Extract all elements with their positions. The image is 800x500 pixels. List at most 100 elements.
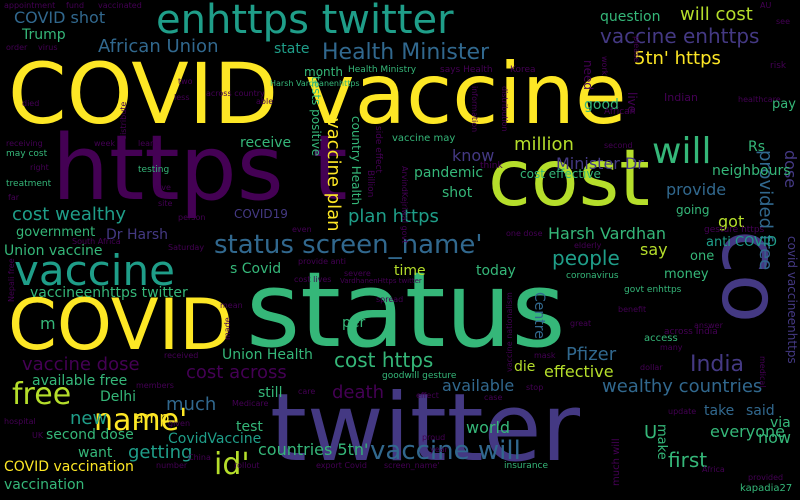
word-distribute: distribute bbox=[119, 101, 128, 140]
word-please: please bbox=[632, 36, 641, 63]
word-one: one bbox=[690, 249, 715, 264]
word-via: via bbox=[770, 415, 791, 431]
word-much-will: much will bbox=[611, 438, 622, 486]
word-first: first bbox=[668, 448, 708, 472]
word-month: month bbox=[304, 65, 343, 79]
word-pfizer: Pfizer bbox=[566, 344, 617, 365]
word-case: case bbox=[484, 393, 503, 402]
word-nepali-free: Nepali free bbox=[7, 258, 16, 302]
word-death: death bbox=[332, 382, 384, 403]
word-think: think bbox=[480, 161, 503, 171]
word-korea: Korea bbox=[510, 65, 536, 75]
word-insurance: insurance bbox=[504, 461, 549, 471]
word-mean: mean bbox=[220, 301, 243, 310]
word-cost-across: cost across bbox=[186, 362, 287, 383]
word-health-minister: Health Minister bbox=[322, 40, 490, 65]
word-status: status bbox=[246, 249, 566, 371]
word-tests-positive: tests positive bbox=[309, 76, 323, 157]
word-receive: receive bbox=[240, 135, 292, 151]
word-second-dose: second dose bbox=[46, 427, 134, 443]
word-died: died bbox=[22, 99, 40, 108]
word-less: less bbox=[174, 93, 190, 102]
word-covid-vaccination: COVID vaccination bbox=[4, 459, 134, 475]
word-export-covid: export Covid bbox=[316, 461, 367, 470]
word-access: access bbox=[644, 333, 678, 344]
word-take: take bbox=[704, 403, 735, 419]
word-medicare: Medicare bbox=[232, 399, 269, 408]
word-fund: fund bbox=[66, 1, 85, 10]
word-elderly: elderly bbox=[574, 241, 602, 250]
word-rollout: rollout bbox=[234, 461, 260, 470]
word-will-cost: will cost bbox=[680, 4, 753, 25]
word-vaccine: vaccine bbox=[14, 246, 175, 295]
word-s-covid: s Covid bbox=[230, 261, 282, 277]
word-centre: Centre bbox=[531, 292, 547, 339]
word-distribution: distribution bbox=[500, 86, 509, 132]
word-want: want bbox=[78, 445, 113, 461]
word-update: update bbox=[668, 407, 697, 416]
word-state: state bbox=[274, 41, 310, 57]
word-pandemic: pandemic bbox=[414, 165, 484, 181]
word-trump: Trump bbox=[22, 27, 66, 43]
word-au: AU bbox=[760, 1, 772, 10]
word-medical: medical bbox=[758, 356, 767, 388]
word-twitter: twitter bbox=[270, 374, 581, 483]
word-everyone: everyone bbox=[710, 422, 785, 441]
word-die: die bbox=[514, 359, 536, 375]
word-union-health: Union Health bbox=[222, 347, 313, 363]
word-id: id' bbox=[214, 447, 250, 482]
word-vaccine-nationalism: vaccine nationalism bbox=[505, 292, 514, 372]
word-test: test bbox=[236, 419, 263, 435]
word-site: site bbox=[158, 199, 173, 208]
word-going: going bbox=[676, 203, 710, 217]
word-says-health: says Health bbox=[440, 65, 493, 75]
word-million: million bbox=[514, 134, 574, 155]
word-vaccineenhttps-twitter: vaccineenhttps twitter bbox=[30, 285, 188, 301]
word-union-vaccine: Union vaccine bbox=[4, 243, 103, 259]
word-across-country: across country bbox=[206, 89, 265, 98]
word-dollar: dollar bbox=[640, 363, 663, 372]
word-know: know bbox=[452, 146, 495, 165]
word-today: today bbox=[476, 263, 516, 279]
word-per: per bbox=[342, 315, 366, 331]
word-india: India bbox=[690, 352, 744, 377]
word-arvindkejriwal-govt: ArvindKejriwal govt bbox=[400, 166, 409, 244]
word-coronavirus: coronavirus bbox=[566, 271, 619, 281]
word-indian: Indian bbox=[664, 91, 698, 104]
word-hospital: hospital bbox=[4, 417, 36, 426]
word-given: given bbox=[168, 419, 191, 428]
word-stop: stop bbox=[526, 383, 544, 392]
word-vaccinated: vaccinated bbox=[98, 1, 142, 10]
word-receiving: receiving bbox=[6, 139, 43, 148]
word-african-union: African Union bbox=[98, 36, 219, 57]
word-delhi: Delhi bbox=[100, 389, 137, 405]
word-uk: UK bbox=[32, 431, 44, 440]
word-good: good bbox=[584, 97, 619, 113]
word-made: made bbox=[223, 317, 232, 340]
word-many: many bbox=[660, 343, 683, 352]
word-goodwill-gesture: goodwill gesture bbox=[382, 371, 457, 381]
word-covid-vaccine: COVID vaccine bbox=[8, 45, 627, 143]
word-pay: pay bbox=[772, 97, 796, 112]
word-name: name' bbox=[94, 403, 188, 438]
word-treatment: treatment bbox=[6, 179, 52, 189]
word-covid-shot: COVID shot bbox=[14, 8, 106, 27]
word-said: said bbox=[746, 403, 775, 419]
word-benefit: benefit bbox=[618, 305, 647, 314]
word-information: information bbox=[470, 86, 479, 133]
word-say: say bbox=[640, 240, 668, 259]
word-covid-vaccineenhttps: covid vaccineenhttps bbox=[785, 236, 799, 364]
word-plan-https: plan https bbox=[348, 206, 439, 227]
word-south-africa: South Africa bbox=[72, 237, 121, 246]
word-new: new bbox=[70, 408, 108, 429]
word-much: much bbox=[166, 394, 217, 415]
word-right: right bbox=[30, 163, 49, 172]
word-wealthy-countries: wealthy countries bbox=[602, 376, 763, 397]
word-health-ministry: Health Ministry bbox=[348, 65, 417, 75]
word-across-india: across India bbox=[664, 327, 718, 337]
word-far: far bbox=[8, 193, 20, 202]
word-give: give bbox=[154, 183, 171, 192]
word-year: year bbox=[430, 445, 448, 454]
word-government: government bbox=[16, 225, 96, 240]
